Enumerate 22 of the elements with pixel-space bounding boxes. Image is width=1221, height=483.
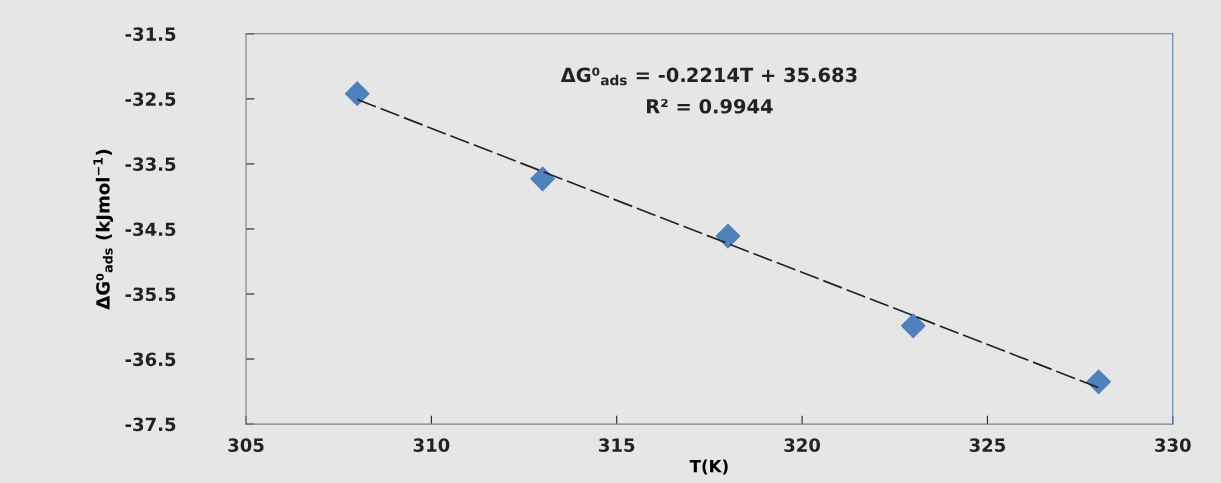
y-tick-label: -31.5	[125, 27, 176, 41]
y-tick-label: -35.5	[125, 287, 176, 302]
x-tick-label: 320	[784, 438, 821, 452]
point	[530, 166, 555, 192]
point	[715, 223, 741, 249]
y-tick-label: -36.5	[125, 352, 176, 367]
annotation: R² = 0.9944	[647, 98, 773, 114]
x-tick-label: 315	[599, 438, 635, 452]
y-tick-label: -33.5	[125, 157, 176, 172]
x-tick-label: 330	[1155, 438, 1191, 452]
x-axis-title: T(K)	[689, 459, 728, 475]
y-tick-label: -32.5	[125, 92, 176, 106]
x-tick-label: 305	[228, 438, 264, 452]
x-tick-label: 310	[413, 438, 450, 452]
point	[344, 81, 370, 106]
point	[900, 313, 926, 339]
x-tick-label: 325	[969, 438, 1006, 452]
annotation: ΔG⁰$_{ads}$ = -0.2214T + 35.683	[560, 67, 857, 86]
y-tick-label: -37.5	[125, 417, 176, 432]
y-tick-label: -34.5	[125, 222, 176, 237]
y-axis-title: ΔG⁰$_{ads}$ (kJmol$^{−1}$)	[93, 149, 114, 310]
point	[1086, 369, 1111, 395]
